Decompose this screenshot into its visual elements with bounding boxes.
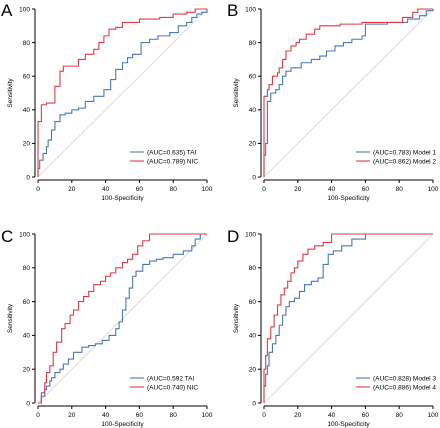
- panel-a-y-tick-label: 20: [23, 141, 31, 148]
- panel-a-x-axis-title: 100-Specificity: [101, 195, 144, 202]
- panel-b-x-tick-label: 80: [396, 186, 404, 193]
- panel-a-y-tick-label: 80: [23, 40, 31, 47]
- panel-a-x-tick-label: 80: [170, 186, 178, 193]
- panel-a-legend-label-1: (AUC=0.635) TAI: [147, 149, 197, 156]
- panel-b-x-tick-label: 60: [362, 186, 370, 193]
- panel-d-x-tick-label: 40: [328, 412, 336, 419]
- panel-b-x-tick-label: 20: [294, 186, 302, 193]
- panel-c-y-tick-label: 40: [23, 333, 31, 340]
- panel-c-x-tick-label: 40: [102, 412, 110, 419]
- panel-a-letter: A: [1, 1, 13, 20]
- panel-b: B 00 20 20 40 40 60 60 80 80 100 100 100-Specificity…: [227, 1, 439, 202]
- panel-b-y-axis-title: Sensitivity: [233, 78, 240, 108]
- panel-a-y-tick-label: 100: [19, 6, 30, 13]
- panel-a-x-tick-label: 100: [202, 186, 213, 193]
- panel-c-y-tick-label: 60: [23, 299, 31, 306]
- panel-b-roc-series-2: [263, 8, 433, 177]
- panel-a-legend-label-2: (AUC=0.789) NIC: [147, 158, 198, 165]
- panel-a-x-tick-label: 40: [102, 186, 110, 193]
- panel-c-y-axis-title: Sensitivity: [7, 303, 14, 333]
- panel-c-y-tick-label: 0: [26, 400, 30, 407]
- panel-a-y-tick-label: 0: [26, 174, 30, 181]
- panel-d-x-tick-label: 60: [362, 412, 370, 419]
- panel-b-y-tick-label: 80: [249, 40, 257, 47]
- panel-a-x-tick-label: 0: [36, 186, 40, 193]
- panel-b-x-axis-title: 100-Specificity: [327, 195, 370, 202]
- panel-c-legend-label-2: (AUC=0.740) NIC: [147, 384, 198, 391]
- panel-d: D 00 20 20 40 40 60 60 80 80 100 100 100-Specificity…: [227, 227, 439, 428]
- panel-c-x-tick-label: 60: [136, 412, 144, 419]
- panel-d-y-axis-title: Sensitivity: [233, 303, 240, 333]
- panel-a-roc-series-2: [37, 8, 207, 177]
- panel-d-x-tick-label: 100: [428, 412, 439, 419]
- panel-a-y-axis-title: Sensitivity: [7, 78, 14, 108]
- panel-d-x-axis-title: 100-Specificity: [327, 421, 370, 428]
- panel-d-roc-series-1: [263, 233, 433, 403]
- panel-d-roc-series-2: [263, 233, 433, 403]
- panel-c-y-tick-label: 20: [23, 367, 31, 374]
- panel-c-x-tick-label: 20: [68, 412, 76, 419]
- panel-c-y-tick-label: 100: [19, 231, 30, 238]
- panel-c-letter: C: [1, 227, 13, 246]
- panel-d-legend-label-2: (AUC=0.886) Model 4: [373, 384, 436, 391]
- panel-c-x-tick-label: 100: [202, 412, 213, 419]
- panel-b-legend-label-1: (AUC=0.783) Model 1: [373, 149, 436, 156]
- panel-d-y-tick-label: 40: [249, 333, 257, 340]
- panel-d-y-tick-label: 80: [249, 265, 257, 272]
- panel-c-legend-label-1: (AUC=0.592 TAI: [147, 375, 194, 382]
- panel-b-x-tick-label: 40: [328, 186, 336, 193]
- panel-a-y-tick-label: 40: [23, 107, 31, 114]
- panel-d-letter: D: [227, 227, 239, 246]
- panel-d-x-tick-label: 0: [262, 412, 266, 419]
- panel-c-x-axis-title: 100-Specificity: [101, 421, 144, 428]
- panel-a-x-tick-label: 60: [136, 186, 144, 193]
- panel-d-x-tick-label: 80: [396, 412, 404, 419]
- panel-d-y-tick-label: 20: [249, 367, 257, 374]
- panel-b-y-tick-label: 100: [245, 6, 256, 13]
- panel-b-x-tick-label: 0: [262, 186, 266, 193]
- panel-b-y-tick-label: 40: [249, 107, 257, 114]
- panel-c-x-tick-label: 80: [170, 412, 178, 419]
- panel-b-y-tick-label: 0: [252, 174, 256, 181]
- panel-c-roc-series-1: [38, 233, 207, 404]
- panel-b-y-tick-label: 20: [249, 141, 257, 148]
- panel-c: C 00 20 20 40 40 60 60 80 80 100 100 100-Specificity…: [1, 227, 213, 428]
- panel-c-roc-series-2: [38, 233, 207, 404]
- panel-a: A 00 20 20 40 40 60 60 80 80 100 100 100-Specificity…: [1, 1, 213, 202]
- panel-d-y-tick-label: 60: [249, 299, 257, 306]
- panel-d-reference-diagonal: [263, 233, 434, 404]
- panel-d-legend-label-1: (AUC=0.828) Model 3: [373, 375, 436, 382]
- panel-b-reference-diagonal: [263, 8, 434, 178]
- panel-a-reference-diagonal: [37, 8, 208, 178]
- panel-c-x-tick-label: 0: [36, 412, 40, 419]
- panel-d-y-tick-label: 0: [252, 400, 256, 407]
- panel-b-letter: B: [227, 1, 238, 20]
- panel-b-y-tick-label: 60: [249, 74, 257, 81]
- panel-b-x-tick-label: 100: [428, 186, 439, 193]
- panel-d-x-tick-label: 20: [294, 412, 302, 419]
- panel-c-y-tick-label: 80: [23, 265, 31, 272]
- panel-b-legend-label-2: (AUC=0.862) Model 2: [373, 158, 436, 165]
- panel-d-y-tick-label: 100: [245, 231, 256, 238]
- panel-a-x-tick-label: 20: [68, 186, 76, 193]
- panel-a-y-tick-label: 60: [23, 74, 31, 81]
- panel-a-roc-series-1: [37, 9, 208, 177]
